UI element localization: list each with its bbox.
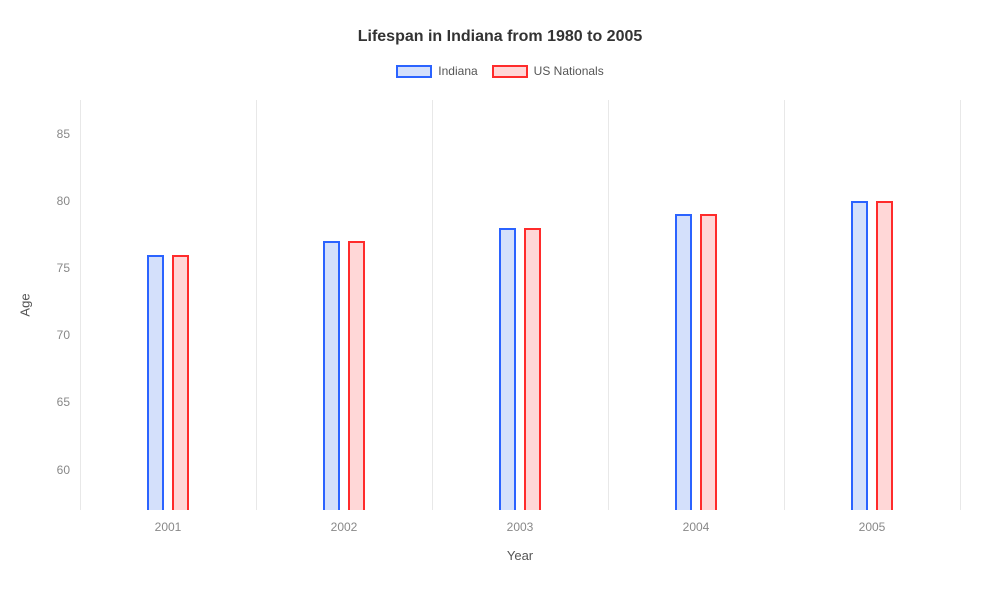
vgridline <box>784 100 785 510</box>
bar-usnationals <box>524 228 542 510</box>
bar-usnationals <box>348 241 366 510</box>
bar-usnationals <box>876 201 894 510</box>
vgridline <box>608 100 609 510</box>
bar-indiana <box>147 255 165 510</box>
legend-label-indiana: Indiana <box>438 64 477 78</box>
ytick-label: 75 <box>40 261 70 275</box>
vgridline <box>256 100 257 510</box>
ytick-label: 60 <box>40 463 70 477</box>
bar-indiana <box>323 241 341 510</box>
ytick-label: 70 <box>40 328 70 342</box>
y-axis-label: Age <box>18 293 33 316</box>
xtick-label: 2001 <box>155 520 182 534</box>
vgridline <box>80 100 81 510</box>
legend-label-usnationals: US Nationals <box>534 64 604 78</box>
ytick-label: 85 <box>40 127 70 141</box>
bar-usnationals <box>172 255 190 510</box>
vgridline <box>960 100 961 510</box>
xtick-label: 2002 <box>331 520 358 534</box>
bar-indiana <box>851 201 869 510</box>
chart-legend: Indiana US Nationals <box>0 64 1000 78</box>
lifespan-chart: Lifespan in Indiana from 1980 to 2005 In… <box>0 0 1000 600</box>
x-axis-label: Year <box>507 548 533 563</box>
legend-item-usnationals: US Nationals <box>492 64 604 78</box>
legend-swatch-indiana <box>396 65 432 78</box>
ytick-label: 65 <box>40 395 70 409</box>
bar-usnationals <box>700 214 718 510</box>
legend-item-indiana: Indiana <box>396 64 477 78</box>
plot-area <box>80 100 960 510</box>
xtick-label: 2004 <box>683 520 710 534</box>
vgridline <box>432 100 433 510</box>
chart-title: Lifespan in Indiana from 1980 to 2005 <box>0 28 1000 46</box>
xtick-label: 2003 <box>507 520 534 534</box>
ytick-label: 80 <box>40 194 70 208</box>
bar-indiana <box>499 228 517 510</box>
bar-indiana <box>675 214 693 510</box>
legend-swatch-usnationals <box>492 65 528 78</box>
xtick-label: 2005 <box>859 520 886 534</box>
